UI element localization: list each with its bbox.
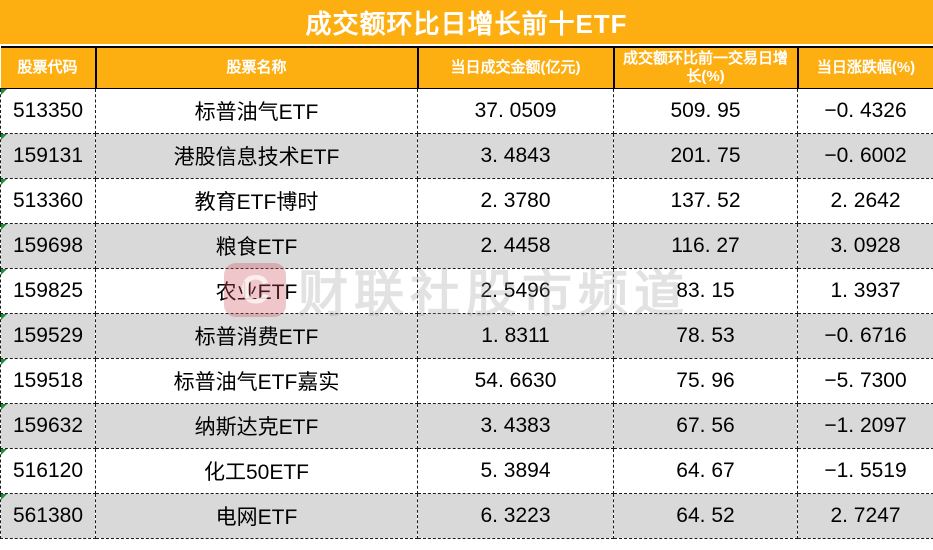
cell-growth: 78. 53 bbox=[613, 312, 798, 359]
number-stored-as-text-indicator-icon bbox=[1, 178, 7, 185]
number-stored-as-text-indicator-icon bbox=[1, 403, 7, 410]
stock-code-text: 516120 bbox=[12, 458, 84, 482]
stock-code-text: 159632 bbox=[12, 413, 84, 437]
cell-growth: 75. 96 bbox=[613, 357, 798, 404]
number-stored-as-text-indicator-icon bbox=[1, 493, 7, 500]
number-stored-as-text-indicator-icon bbox=[1, 268, 7, 275]
col-header-stock-name: 股票名称 bbox=[94, 46, 418, 89]
cell-change: 1. 3937 bbox=[797, 267, 933, 314]
cell-turnover: 37. 0509 bbox=[417, 87, 614, 134]
cell-stock-code: 159131 bbox=[0, 132, 96, 179]
cell-change: −0. 6716 bbox=[797, 312, 933, 359]
stock-code-text: 561380 bbox=[12, 503, 84, 527]
stock-code-text: 159698 bbox=[12, 233, 84, 257]
cell-change: −1. 5519 bbox=[797, 447, 933, 494]
number-stored-as-text-indicator-icon bbox=[1, 448, 7, 455]
cell-stock-name: 标普消费ETF bbox=[95, 312, 418, 359]
cell-stock-name: 标普油气ETF bbox=[95, 87, 418, 134]
table-title-bar: 成交额环比日增长前十ETF bbox=[0, 0, 933, 44]
cell-stock-name: 农业ETF bbox=[95, 267, 418, 314]
cell-turnover: 2. 5496 bbox=[417, 267, 614, 314]
cell-change: −0. 4326 bbox=[797, 87, 933, 134]
cell-turnover: 54. 6630 bbox=[417, 357, 614, 404]
cell-stock-name: 标普油气ETF嘉实 bbox=[95, 357, 418, 404]
cell-change: −0. 6002 bbox=[797, 132, 933, 179]
table-row: 561380 电网ETF 6. 3223 64. 52 2. 7247 bbox=[0, 492, 933, 539]
cell-stock-code: 159529 bbox=[0, 312, 96, 359]
table-row: 516120 化工50ETF 5. 3894 64. 67 −1. 5519 bbox=[0, 447, 933, 494]
cell-change: 2. 2642 bbox=[797, 177, 933, 224]
cell-growth: 64. 52 bbox=[613, 492, 798, 539]
table-row: 513350 标普油气ETF 37. 0509 509. 95 −0. 4326 bbox=[0, 87, 933, 134]
number-stored-as-text-indicator-icon bbox=[1, 223, 7, 230]
stock-code-text: 159518 bbox=[12, 368, 84, 392]
cell-stock-code: 159632 bbox=[0, 402, 96, 449]
col-header-growth: 成交额环比前一交易日增长(%) bbox=[612, 46, 798, 89]
cell-stock-name: 港股信息技术ETF bbox=[95, 132, 418, 179]
table-header: 股票代码 股票名称 当日成交金额(亿元) 成交额环比前一交易日增长(%) 当日涨… bbox=[0, 46, 933, 89]
number-stored-as-text-indicator-icon bbox=[1, 133, 7, 140]
table-title: 成交额环比日增长前十ETF bbox=[305, 8, 628, 39]
cell-growth: 137. 52 bbox=[613, 177, 798, 224]
cell-turnover: 2. 3780 bbox=[417, 177, 614, 224]
cell-stock-code: 159825 bbox=[0, 267, 96, 314]
cell-growth: 201. 75 bbox=[613, 132, 798, 179]
col-header-stock-code: 股票代码 bbox=[0, 46, 96, 89]
cell-stock-name: 纳斯达克ETF bbox=[95, 402, 418, 449]
stock-code-text: 513350 bbox=[12, 98, 84, 122]
cell-change: 3. 0928 bbox=[797, 222, 933, 269]
cell-turnover: 1. 8311 bbox=[417, 312, 614, 359]
cell-turnover: 5. 3894 bbox=[417, 447, 614, 494]
cell-change: −1. 2097 bbox=[797, 402, 933, 449]
cell-growth: 67. 56 bbox=[613, 402, 798, 449]
col-header-turnover: 当日成交金额(亿元) bbox=[416, 46, 614, 89]
table-body: 513350 标普油气ETF 37. 0509 509. 95 −0. 4326… bbox=[0, 87, 933, 539]
stock-code-text: 159131 bbox=[12, 143, 84, 167]
cell-growth: 83. 15 bbox=[613, 267, 798, 314]
cell-change: 2. 7247 bbox=[797, 492, 933, 539]
cell-stock-code: 159698 bbox=[0, 222, 96, 269]
table-row: 159518 标普油气ETF嘉实 54. 6630 75. 96 −5. 730… bbox=[0, 357, 933, 404]
table-row: 159632 纳斯达克ETF 3. 4383 67. 56 −1. 2097 bbox=[0, 402, 933, 449]
cell-stock-code: 159518 bbox=[0, 357, 96, 404]
cell-growth: 64. 67 bbox=[613, 447, 798, 494]
cell-stock-name: 粮食ETF bbox=[95, 222, 418, 269]
cell-stock-code: 513350 bbox=[0, 87, 96, 134]
cell-change: −5. 7300 bbox=[797, 357, 933, 404]
cell-stock-code: 513360 bbox=[0, 177, 96, 224]
cell-stock-name: 教育ETF博时 bbox=[95, 177, 418, 224]
cell-stock-name: 电网ETF bbox=[95, 492, 418, 539]
stock-code-text: 513360 bbox=[12, 188, 84, 212]
number-stored-as-text-indicator-icon bbox=[1, 88, 7, 95]
number-stored-as-text-indicator-icon bbox=[1, 313, 7, 320]
cell-turnover: 6. 3223 bbox=[417, 492, 614, 539]
cell-stock-code: 516120 bbox=[0, 447, 96, 494]
cell-stock-code: 561380 bbox=[0, 492, 96, 539]
stock-code-text: 159529 bbox=[12, 323, 84, 347]
cell-stock-name: 化工50ETF bbox=[95, 447, 418, 494]
table-row: 159825 农业ETF 2. 5496 83. 15 1. 3937 bbox=[0, 267, 933, 314]
table-row: 159698 粮食ETF 2. 4458 116. 27 3. 0928 bbox=[0, 222, 933, 269]
cell-growth: 509. 95 bbox=[613, 87, 798, 134]
cell-turnover: 2. 4458 bbox=[417, 222, 614, 269]
etf-growth-table: 股票代码 股票名称 当日成交金额(亿元) 成交额环比前一交易日增长(%) 当日涨… bbox=[0, 46, 933, 539]
col-header-change: 当日涨跌幅(%) bbox=[796, 46, 933, 89]
table-row: 159131 港股信息技术ETF 3. 4843 201. 75 −0. 600… bbox=[0, 132, 933, 179]
table-row: 159529 标普消费ETF 1. 8311 78. 53 −0. 6716 bbox=[0, 312, 933, 359]
cell-growth: 116. 27 bbox=[613, 222, 798, 269]
cell-turnover: 3. 4843 bbox=[417, 132, 614, 179]
stock-code-text: 159825 bbox=[12, 278, 84, 302]
table-row: 513360 教育ETF博时 2. 3780 137. 52 2. 2642 bbox=[0, 177, 933, 224]
cell-turnover: 3. 4383 bbox=[417, 402, 614, 449]
number-stored-as-text-indicator-icon bbox=[1, 358, 7, 365]
